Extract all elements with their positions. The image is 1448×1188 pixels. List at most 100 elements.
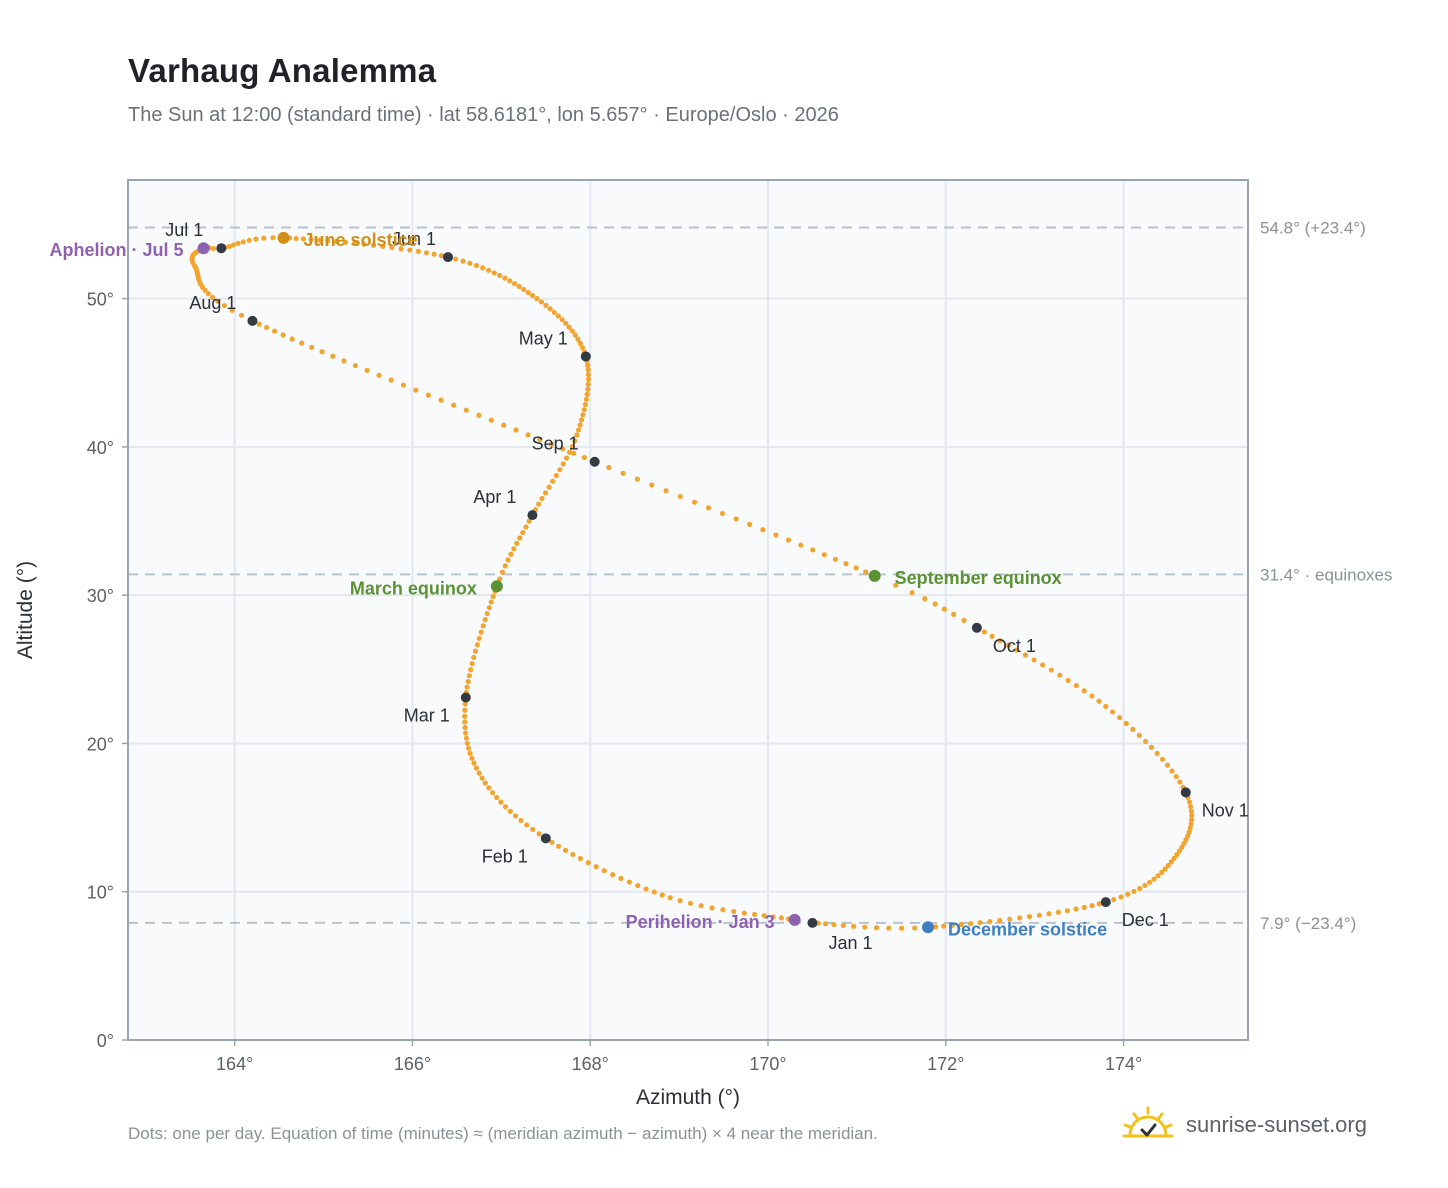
y-tick-label: 10° <box>87 883 114 903</box>
y-tick-label: 50° <box>87 290 114 310</box>
daily-sun-dot <box>720 907 726 913</box>
daily-sun-dot <box>512 281 518 287</box>
daily-sun-dot <box>831 921 837 928</box>
daily-sun-dot <box>1118 894 1124 900</box>
month-marker <box>540 833 551 844</box>
daily-sun-dot <box>1026 914 1033 920</box>
daily-sun-dot <box>486 605 492 611</box>
month-marker <box>580 351 591 362</box>
brand[interactable]: sunrise-sunset.org <box>1120 1100 1367 1150</box>
x-tick-label: 170° <box>749 1054 786 1074</box>
daily-sun-dot <box>1164 762 1171 768</box>
daily-sun-dot <box>1142 882 1148 889</box>
daily-sun-dot <box>1040 662 1046 668</box>
daily-sun-dot <box>299 340 305 346</box>
daily-sun-dot <box>851 923 857 929</box>
daily-sun-dot <box>571 450 577 456</box>
daily-sun-dot <box>548 441 555 447</box>
daily-sun-dot <box>572 332 578 338</box>
daily-sun-dot <box>741 910 747 916</box>
daily-sun-dot <box>1096 901 1102 907</box>
daily-sun-dot <box>364 367 370 373</box>
daily-sun-dot <box>226 243 232 249</box>
reference-lines: 54.8° (+23.4°) 31.4° · equinoxes 7.9° (−23… <box>128 218 1393 933</box>
daily-sun-dot <box>705 505 712 511</box>
event-marker <box>868 569 881 582</box>
daily-sun-dot <box>472 648 479 654</box>
event-label: Aphelion · Jul 5 <box>50 240 184 260</box>
daily-sun-dot <box>1187 825 1193 831</box>
daily-sun-dot <box>542 490 549 496</box>
daily-sun-dot <box>463 407 469 413</box>
daily-sun-dot <box>997 917 1003 924</box>
daily-sun-dot <box>981 629 987 635</box>
daily-sun-dot <box>933 924 939 930</box>
y-tick-label: 30° <box>87 586 114 606</box>
x-tick-label: 166° <box>394 1054 431 1074</box>
daily-sun-dot <box>1188 803 1194 810</box>
daily-sun-dot <box>501 422 507 428</box>
event-label: March equinox <box>350 578 477 598</box>
daily-sun-dot <box>400 382 407 388</box>
daily-sun-dot <box>215 298 221 304</box>
month-label: Jul 1 <box>165 220 203 240</box>
x-axis-ticks: 164° 166° 168° 170° 172° 174° <box>216 1040 1142 1074</box>
daily-sun-dot <box>431 251 437 257</box>
daily-sun-dot <box>951 611 957 618</box>
daily-sun-dot <box>578 417 585 423</box>
daily-sun-dot <box>516 283 522 290</box>
daily-sun-dot <box>523 524 529 530</box>
daily-sun-dot <box>687 900 694 906</box>
daily-sun-dot <box>989 633 995 639</box>
daily-sun-dot <box>546 484 552 490</box>
daily-sun-dot <box>476 635 482 642</box>
daily-sun-dot <box>1131 888 1137 895</box>
daily-sun-dot <box>843 561 849 567</box>
event-label: September equinox <box>895 568 1062 588</box>
daily-sun-dot <box>1189 812 1195 819</box>
footnote: Dots: one per day. Equation of time (min… <box>128 1124 878 1143</box>
daily-sun-dot <box>525 432 531 438</box>
daily-sun-dot <box>462 707 468 713</box>
month-marker <box>1180 787 1191 798</box>
month-label: Dec 1 <box>1122 910 1169 930</box>
daily-sun-dot <box>469 661 475 667</box>
daily-sun-dot <box>507 808 513 814</box>
daily-sun-dot <box>733 516 739 522</box>
daily-sun-dot <box>1181 840 1187 847</box>
daily-sun-dot <box>407 247 413 253</box>
daily-sun-dot <box>464 740 470 746</box>
daily-sun-dot <box>618 875 624 881</box>
daily-sun-dot <box>574 432 580 438</box>
daily-sun-dot <box>205 291 211 297</box>
daily-sun-dot <box>425 392 432 398</box>
daily-sun-dot <box>1111 897 1117 903</box>
daily-sun-dot <box>553 472 559 479</box>
daily-sun-dot <box>1073 682 1079 689</box>
daily-sun-dot <box>585 860 591 866</box>
event-marker <box>277 231 290 244</box>
daily-sun-dot <box>271 328 278 334</box>
daily-sun-dot <box>453 256 459 262</box>
daily-sun-dot <box>502 804 509 810</box>
daily-sun-dot <box>473 765 480 771</box>
daily-sun-dot <box>941 606 948 612</box>
daily-sun-dot <box>520 529 526 536</box>
daily-sun-dot <box>555 313 561 319</box>
daily-sun-dot <box>731 908 737 915</box>
daily-sun-dot <box>543 302 549 308</box>
daily-sun-dot <box>1154 750 1160 756</box>
daily-sun-dot <box>438 397 444 403</box>
month-label: Apr 1 <box>473 487 516 507</box>
daily-sun-dot <box>264 324 270 331</box>
daily-sun-dot <box>1096 698 1102 704</box>
daily-sun-dot <box>1005 642 1011 648</box>
daily-sun-dot <box>798 542 804 548</box>
y-tick-label: 40° <box>87 438 114 458</box>
daily-sun-dot <box>536 501 542 507</box>
daily-sun-dot <box>967 921 974 927</box>
daily-sun-dot <box>1176 848 1183 854</box>
event-label: Perihelion · Jan 3 <box>626 912 775 932</box>
daily-sun-dot <box>1173 773 1179 780</box>
